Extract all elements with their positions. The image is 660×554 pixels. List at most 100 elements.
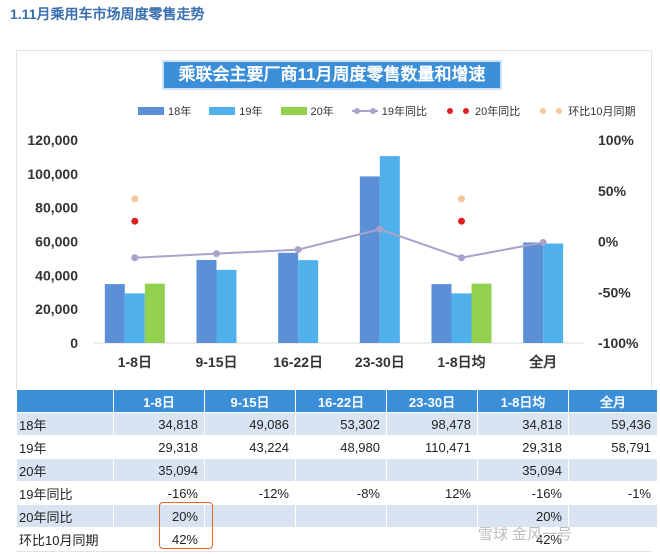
row-label: 18年 <box>16 412 114 436</box>
y-tick-label: 40,000 <box>35 267 78 283</box>
bar-2 <box>379 156 400 343</box>
table-cell: 48,980 <box>295 435 387 459</box>
bar-1 <box>104 284 125 343</box>
bar-2 <box>216 269 237 343</box>
legend-item: 20年 <box>280 103 334 119</box>
table-cell <box>295 458 387 482</box>
y2-tick-label: -100% <box>598 335 639 351</box>
point-1 <box>131 254 139 262</box>
legend-swatch <box>209 107 236 115</box>
table-cell <box>568 504 658 528</box>
y-tick-label: 80,000 <box>35 200 78 216</box>
legend-item: 19年 <box>209 103 263 119</box>
legend-item: 环比10月同期 <box>538 103 636 119</box>
legend-swatch <box>351 107 378 115</box>
y-tick-label: 120,000 <box>27 132 78 148</box>
y2-tick-label: 0% <box>598 234 619 250</box>
bar-1 <box>278 252 299 343</box>
table-cell <box>204 504 296 528</box>
y-tick-label: 20,000 <box>35 301 78 317</box>
legend-swatch <box>138 107 164 115</box>
bar-3 <box>144 283 165 343</box>
table-cell: 98,478 <box>386 412 478 436</box>
point-2 <box>458 217 465 225</box>
bar-1 <box>359 176 380 343</box>
table-cell: 42% <box>477 527 569 551</box>
row-label: 19年同比 <box>16 481 114 505</box>
row-label: 20年 <box>16 458 114 482</box>
chart-svg: 0 20,000 40,000 60,000 80,000 100,000 120,000 -… <box>27 132 639 370</box>
table-header-cell: 23-30日 <box>386 389 478 413</box>
table-cell: 20% <box>113 504 205 528</box>
x-tick-label: 1-8日 <box>118 354 152 370</box>
y2-tick-label: -50% <box>598 284 631 300</box>
table-cell: 110,471 <box>386 435 478 459</box>
table-cell <box>386 527 478 551</box>
table-cell: 35,094 <box>477 458 569 482</box>
legend-swatch <box>445 107 471 115</box>
point-1 <box>458 254 465 262</box>
legend-swatch <box>280 107 307 115</box>
section-heading: 1.11月乘用车市场周度零售走势 <box>10 6 205 22</box>
point-1 <box>213 250 220 258</box>
line-yoy19 <box>134 228 544 259</box>
bar-2 <box>124 293 145 343</box>
table-cell <box>295 527 387 551</box>
bar-2 <box>451 293 472 343</box>
watermark-text: 雪球 金风一号 <box>478 526 573 543</box>
table-cell: -8% <box>295 481 387 505</box>
table-cell: 29,318 <box>113 435 205 459</box>
table-cell: -12% <box>204 481 296 505</box>
legend-label: 20年 <box>310 106 334 118</box>
table-cell: 29,318 <box>477 435 569 459</box>
point-3 <box>131 195 139 203</box>
data-table: 1-8日 9-15日 16-22日 23-30日 1-8日均 全月 18年 34,818 49… <box>16 389 658 551</box>
bar-2 <box>298 260 319 343</box>
table-cell <box>204 458 296 482</box>
point-3 <box>458 195 465 203</box>
table-cell <box>568 527 658 551</box>
y-tick-label: 60,000 <box>35 234 78 250</box>
table-cell: 58,791 <box>568 435 658 459</box>
row-label: 19年 <box>16 435 114 459</box>
y-tick-label: 100,000 <box>27 166 78 182</box>
table-cell: 35,094 <box>113 458 205 482</box>
y-tick-label: 0 <box>70 335 78 351</box>
table-cell: -16% <box>113 481 205 505</box>
table-header-cell: 全月 <box>568 389 658 413</box>
legend-label: 19年同比 <box>381 106 427 118</box>
bar-1 <box>196 259 217 343</box>
table-row: 19年同比 -16% -12% -8% 12% -16% -1% <box>16 481 658 505</box>
point-1 <box>294 246 302 254</box>
table-cell: 49,086 <box>204 412 296 436</box>
table-cell: -16% <box>477 481 569 505</box>
table-header-row: 1-8日 9-15日 16-22日 23-30日 1-8日均 全月 <box>16 389 658 413</box>
table-cell <box>204 527 296 551</box>
legend-label: 19年 <box>239 106 263 118</box>
bar-2 <box>543 243 564 343</box>
table-header-cell: 16-22日 <box>295 389 387 413</box>
x-tick-label: 1-8日均 <box>437 354 485 370</box>
x-tick-label: 全月 <box>528 354 557 370</box>
point-1 <box>539 239 547 247</box>
bar-1 <box>523 242 544 343</box>
table-cell <box>568 458 658 482</box>
table-cell <box>295 504 387 528</box>
bar-1 <box>431 284 452 343</box>
legend-item: 20年同比 <box>445 103 520 119</box>
x-tick-label: 16-22日 <box>273 354 323 370</box>
table-header-cell: 9-15日 <box>204 389 296 413</box>
table-header-cell <box>16 389 114 413</box>
y2-tick-label: 50% <box>598 183 627 199</box>
table-cell <box>386 458 478 482</box>
table-cell: 43,224 <box>204 435 296 459</box>
table-row: 19年 29,318 43,224 48,980 110,471 29,318 58,791 <box>16 435 658 459</box>
table-cell: 42% <box>113 527 205 551</box>
table-row: 20年 35,094 35,094 <box>16 458 658 482</box>
table-cell: 53,302 <box>295 412 387 436</box>
chart-legend: 18年 19年 20年 19年同比 20年同比 环比10月同期 <box>138 103 654 119</box>
y2-tick-label: 100% <box>598 132 634 148</box>
row-label: 环比10月同期 <box>16 527 114 551</box>
legend-item: 19年同比 <box>351 103 427 119</box>
table-cell: 12% <box>386 481 478 505</box>
